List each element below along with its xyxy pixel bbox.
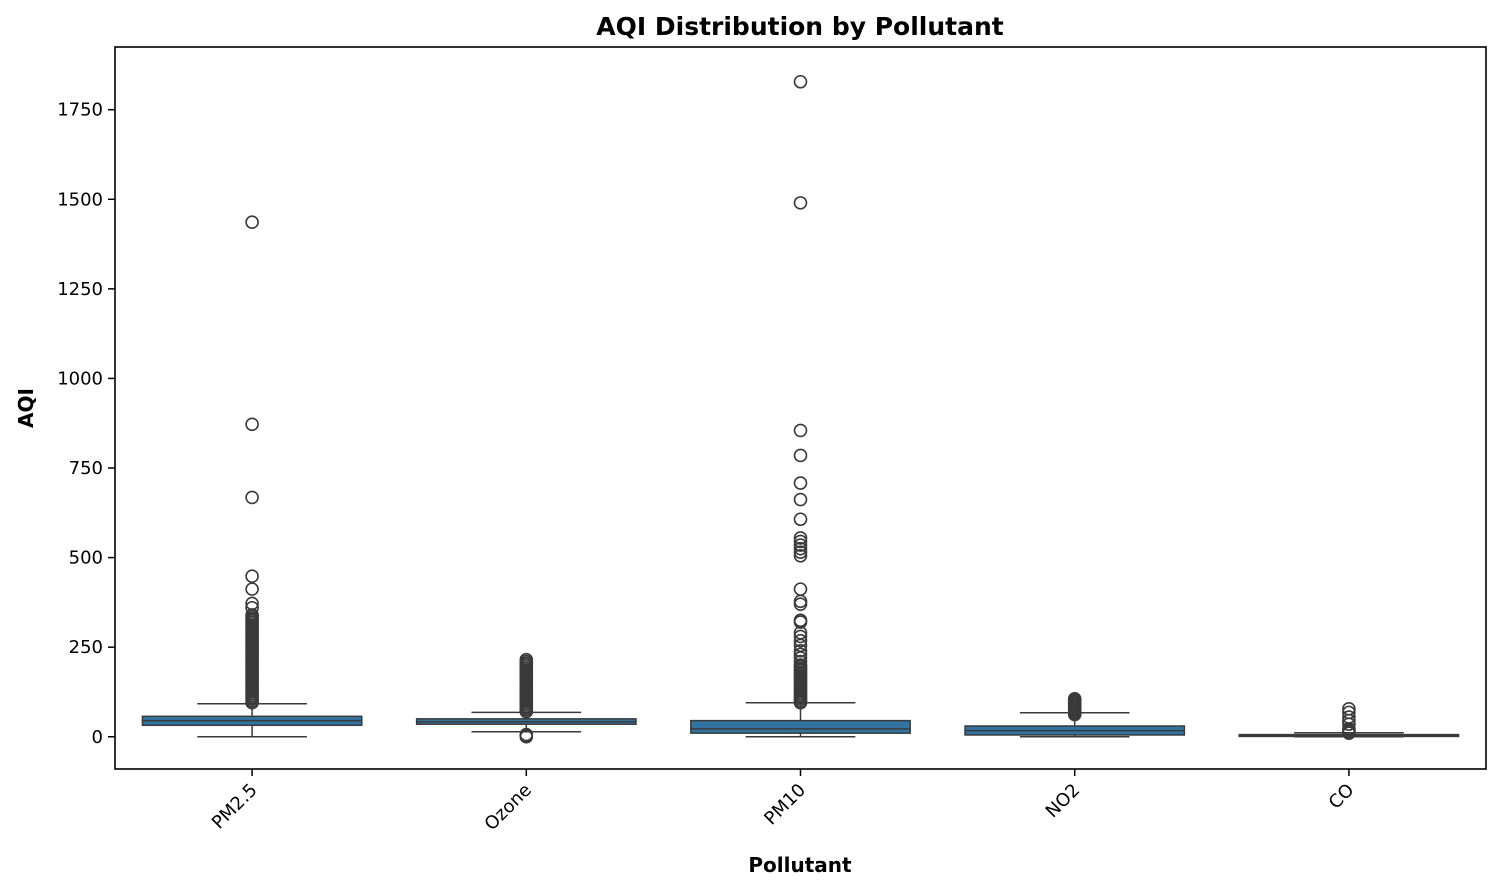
box-group: [415, 652, 637, 744]
outlier-point: [793, 654, 808, 669]
outlier-point: [793, 643, 808, 658]
x-tick-label: NO2: [1042, 780, 1084, 822]
outlier-point: [793, 658, 808, 672]
box-group: [690, 74, 911, 738]
y-tick-label: 1250: [57, 279, 103, 300]
y-tick-label: 250: [69, 637, 103, 658]
outlier-point: [793, 538, 808, 552]
outlier-point: [245, 215, 259, 230]
outlier-point: [1342, 710, 1356, 724]
outlier-point: [793, 534, 808, 549]
outlier-point: [793, 594, 808, 609]
chart-title: AQI Distribution by Pollutant: [596, 12, 1003, 41]
outlier-point: [793, 531, 808, 545]
box-group: [964, 691, 1186, 738]
y-axis-label: AQI: [14, 388, 38, 428]
outlier-point: [245, 417, 259, 432]
outlier-point: [519, 727, 534, 742]
box-iqr: [690, 719, 911, 734]
outlier-point: [793, 476, 808, 490]
outlier-point: [793, 74, 808, 89]
y-tick-label: 1000: [57, 368, 103, 389]
x-tick-label: PM10: [760, 780, 810, 830]
outlier-point: [245, 596, 259, 611]
box-group: [141, 215, 363, 738]
y-tick-label: 1750: [57, 100, 103, 121]
outlier-point: [793, 512, 808, 527]
outlier-point: [793, 545, 808, 560]
outlier-point: [793, 647, 808, 662]
outlier-point: [245, 569, 259, 584]
x-axis: PM2.5 Ozone PM10 NO2 CO: [208, 769, 1359, 835]
y-tick-label: 750: [69, 458, 103, 479]
outlier-point: [1342, 702, 1356, 716]
x-tick-label: Ozone: [481, 780, 536, 835]
y-tick-label: 500: [69, 548, 103, 569]
box-group: [1238, 702, 1460, 740]
outlier-point: [793, 196, 808, 210]
outlier-point: [519, 652, 534, 667]
outlier-point: [1342, 705, 1356, 720]
plot-area: [141, 74, 1460, 744]
x-tick-label: CO: [1325, 780, 1359, 814]
outlier-point: [793, 423, 808, 438]
outlier-point: [245, 600, 259, 615]
outlier-point: [1067, 691, 1082, 706]
outlier-point: [793, 582, 808, 596]
outlier-point: [793, 633, 808, 648]
outlier-point: [793, 541, 808, 556]
x-axis-label: Pollutant: [748, 853, 852, 877]
outlier-point: [793, 448, 808, 463]
outlier-point: [793, 549, 808, 563]
outlier-point: [245, 490, 259, 505]
x-tick-label: PM2.5: [208, 780, 262, 834]
outlier-point: [793, 629, 808, 644]
y-tick-label: 1500: [57, 189, 103, 210]
outlier-point: [793, 492, 808, 507]
y-tick-label: 0: [92, 727, 103, 748]
outlier-point: [793, 597, 808, 611]
outlier-point: [793, 613, 808, 628]
y-axis: 0 250 500 750 1000 1250 1500 1750: [57, 100, 115, 748]
outlier-point: [245, 582, 259, 596]
